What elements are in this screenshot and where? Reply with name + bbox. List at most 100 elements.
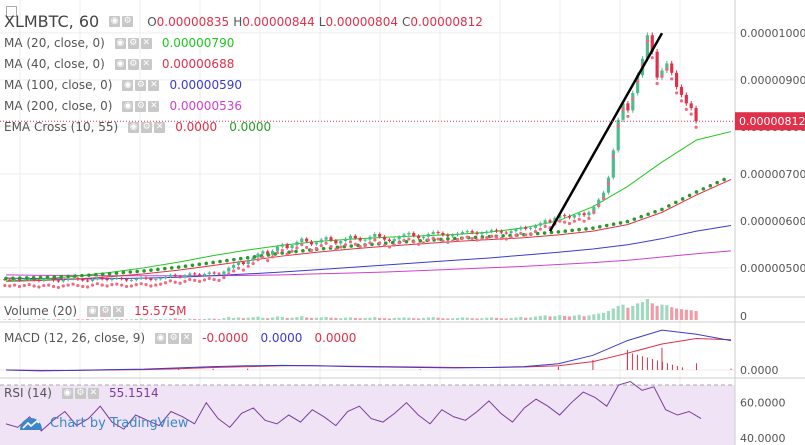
candle <box>100 277 104 280</box>
last-price-badge <box>735 112 805 131</box>
ema-dot <box>193 278 197 282</box>
close-icon[interactable]: ✕ <box>140 37 152 49</box>
eye-icon[interactable]: ◉ <box>128 121 140 133</box>
ema-dot <box>631 97 635 101</box>
eye-icon[interactable]: ◉ <box>122 79 134 91</box>
candle <box>290 245 294 249</box>
close-icon[interactable]: ✕ <box>148 79 160 91</box>
collapse-icon[interactable] <box>6 6 17 17</box>
candle <box>397 236 401 240</box>
volume-bar <box>490 317 494 320</box>
ema-dot <box>27 283 31 287</box>
close-icon[interactable]: ✕ <box>148 100 160 112</box>
indicator-controls[interactable]: ◉ ⚙ ✕ <box>122 79 160 91</box>
close-icon[interactable]: ✕ <box>154 121 166 133</box>
indicator-controls[interactable]: ◉ ⚙ ✕ <box>122 100 160 112</box>
ema-dot <box>256 258 260 262</box>
candle <box>256 253 260 258</box>
candle <box>441 233 445 235</box>
volume-bar <box>665 305 669 320</box>
ema-dot <box>563 229 568 233</box>
volume-bar <box>159 318 163 320</box>
ema-dot <box>598 225 602 229</box>
volume-bar <box>392 317 396 320</box>
ema-dot <box>417 242 421 246</box>
eye-icon[interactable]: ◉ <box>114 58 126 70</box>
ema-dot <box>300 243 304 247</box>
volume-label: Volume (20) <box>4 304 78 318</box>
ema-dot <box>207 276 211 281</box>
ema-dot <box>373 238 377 242</box>
ema-dot <box>114 271 119 275</box>
candle <box>295 241 299 246</box>
volume-bar <box>188 318 192 320</box>
ema-dot <box>176 265 181 269</box>
candle <box>650 35 654 52</box>
ema-dot <box>266 259 270 263</box>
eye-icon: ◉ <box>155 332 167 344</box>
ema-dot <box>431 236 435 240</box>
candle <box>392 239 396 242</box>
header-controls[interactable]: ◉ ⚙ <box>109 16 134 27</box>
ema-cross-dots <box>3 39 726 290</box>
gear-icon[interactable]: ⚙ <box>135 100 147 112</box>
close-icon: ✕ <box>181 332 193 344</box>
volume-bar <box>3 319 7 320</box>
ema-dot <box>694 190 699 194</box>
candle <box>115 278 119 280</box>
candle <box>193 273 197 275</box>
ema-dot <box>499 236 503 241</box>
volume-bar <box>290 317 294 320</box>
volume-bar <box>543 315 547 320</box>
ema-dot <box>18 276 22 280</box>
volume-bar <box>558 315 562 320</box>
ohlc-key: C <box>401 14 411 29</box>
ema-dot <box>577 217 581 221</box>
tradingview-watermark[interactable]: Chart by TradingView <box>18 414 188 432</box>
indicator-controls[interactable]: ◉ ⚙ ✕ <box>114 37 152 49</box>
volume-bar <box>640 302 645 320</box>
indicator-controls[interactable]: ◉ ⚙ ✕ <box>128 121 166 133</box>
volume-bar <box>417 318 421 320</box>
volume-bar <box>373 317 377 320</box>
eye-icon[interactable]: ◉ <box>122 100 134 112</box>
ema-dot <box>105 284 109 288</box>
ema-dot <box>38 275 43 280</box>
ema-dot <box>348 240 353 244</box>
candle <box>465 231 469 233</box>
candle <box>582 213 586 216</box>
candle <box>149 278 153 281</box>
close-icon[interactable]: ✕ <box>140 58 152 70</box>
indicator-controls[interactable]: ◉ ⚙ ✕ <box>114 58 152 70</box>
candle <box>597 199 601 207</box>
ema-dot <box>22 283 26 288</box>
candle <box>358 238 362 241</box>
gear-icon[interactable]: ⚙ <box>141 121 153 133</box>
candle <box>684 94 688 104</box>
candle <box>222 271 226 275</box>
volume-bar <box>655 305 659 320</box>
ema-dot <box>660 207 664 212</box>
ema-dot <box>570 228 574 233</box>
candle <box>655 51 659 78</box>
gear-icon: ⚙ <box>122 16 134 27</box>
gear-icon[interactable]: ⚙ <box>135 79 147 91</box>
candle <box>51 279 56 281</box>
ema-dot <box>81 284 85 289</box>
ema-dot <box>563 220 567 224</box>
volume-bar <box>81 319 85 320</box>
ema-dot <box>558 219 562 223</box>
gear-icon[interactable]: ⚙ <box>127 37 139 49</box>
ema-dot <box>163 281 168 285</box>
gear-icon[interactable]: ⚙ <box>127 58 139 70</box>
candle <box>524 227 528 229</box>
candle <box>42 279 46 281</box>
ema-dot <box>660 74 664 79</box>
volume-bar <box>650 303 654 320</box>
volume-bar <box>47 319 51 320</box>
volume-bar <box>470 318 474 320</box>
ohlc-values: O0.00000835 H0.00000844 L0.00000804 C0.0000… <box>143 15 483 29</box>
eye-icon[interactable]: ◉ <box>114 37 126 49</box>
volume-bar <box>577 314 581 320</box>
